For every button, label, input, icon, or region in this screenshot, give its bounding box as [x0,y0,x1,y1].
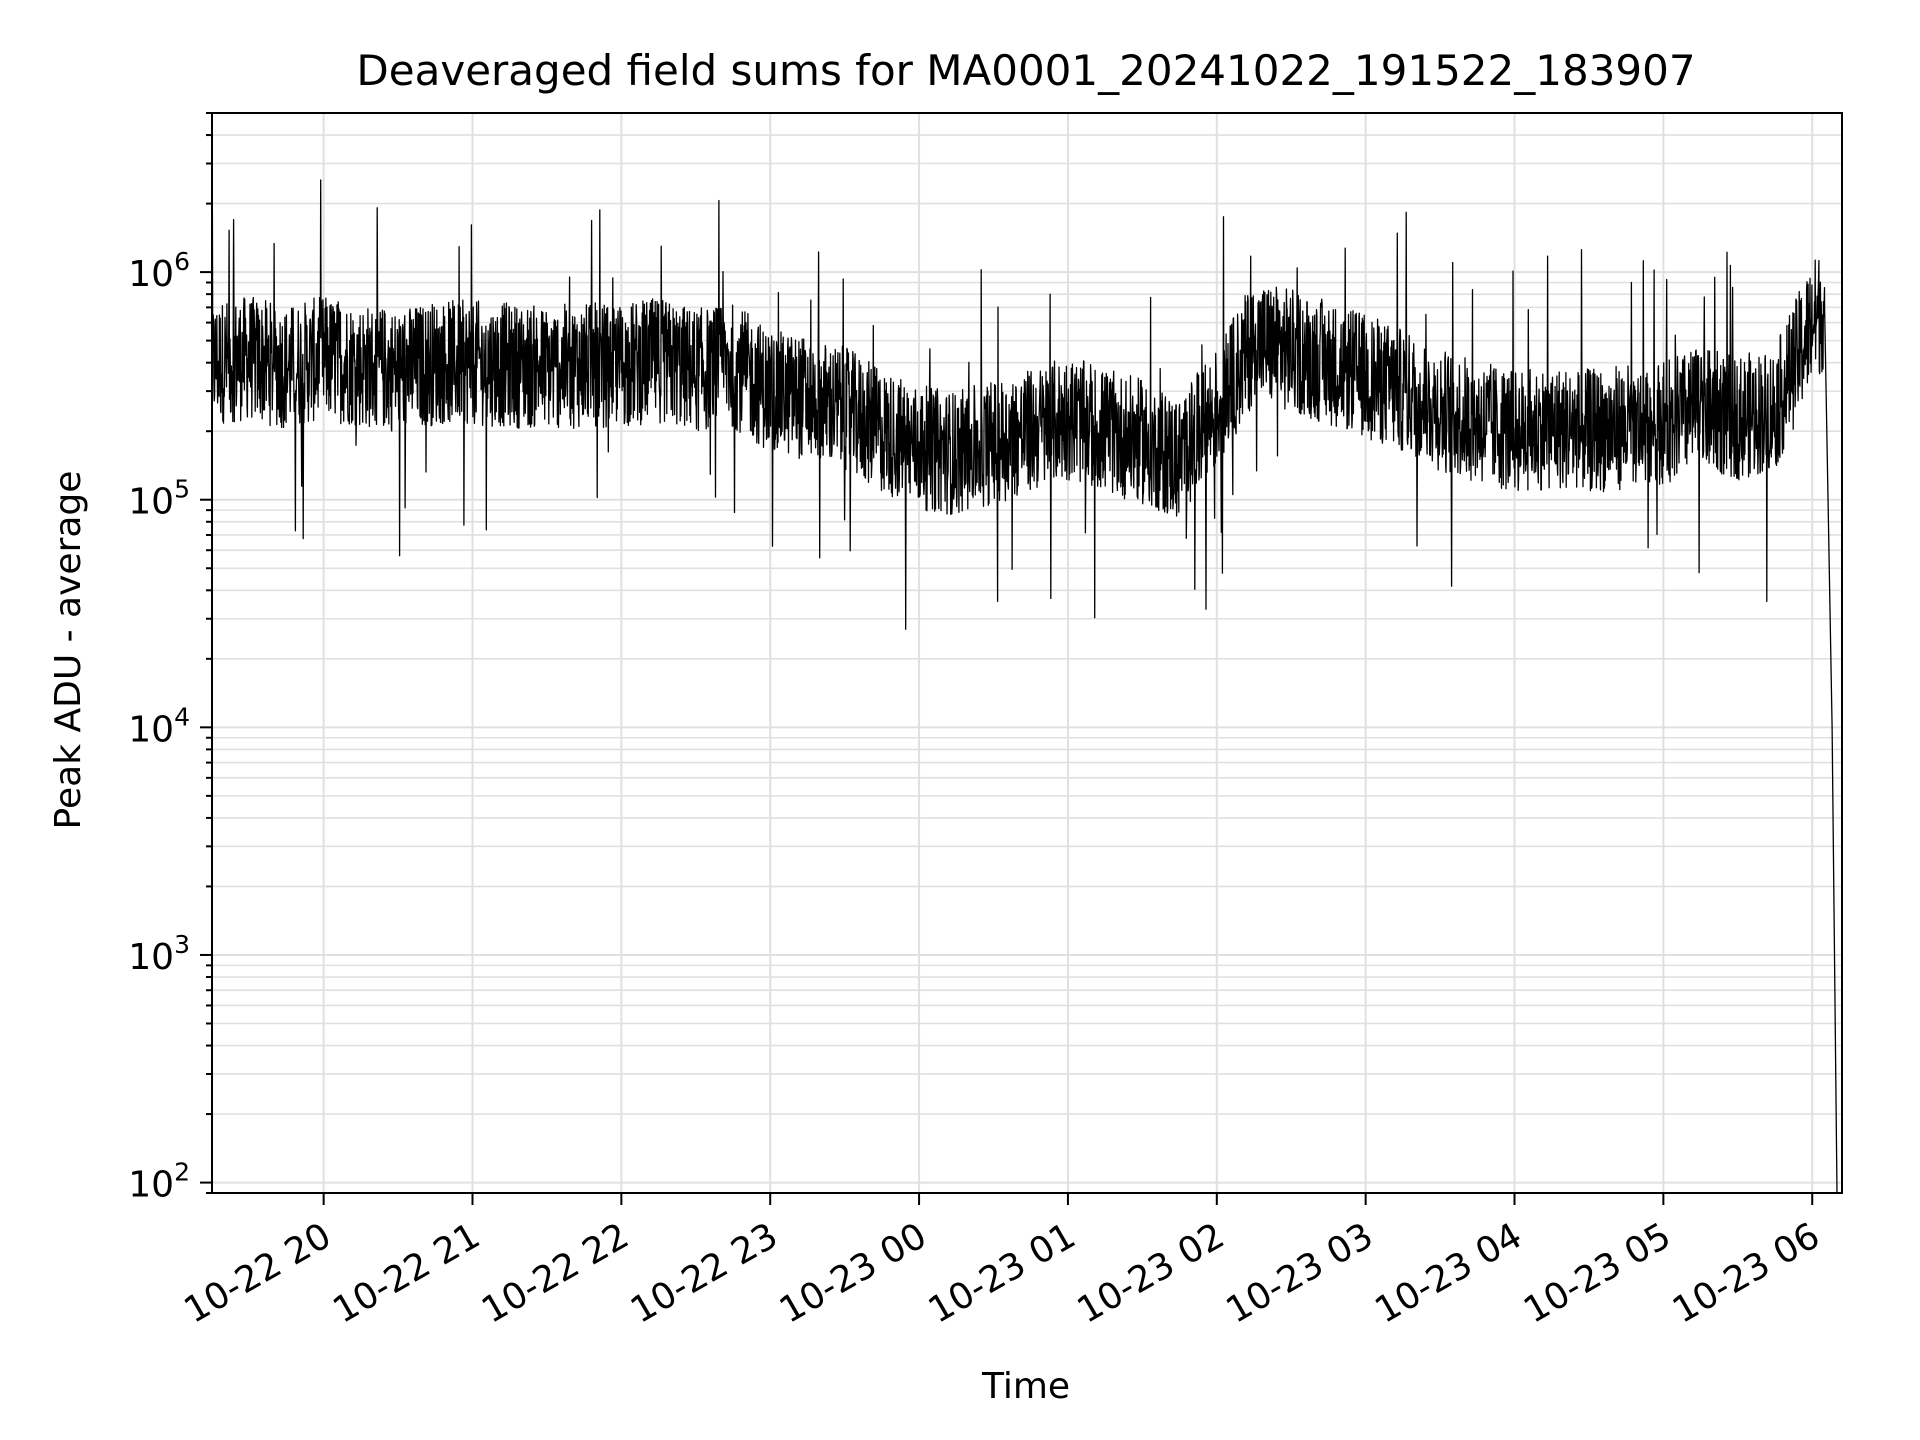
y-tick-label-base: 10 [128,1165,174,1206]
x-axis-label: Time [981,1366,1070,1407]
grid-lines [212,112,1842,1194]
data-layer [212,179,1838,1193]
y-tick-label-base: 10 [128,937,174,978]
y-tick-label-exponent: 6 [174,247,190,276]
y-axis-label: Peak ADU - average [48,471,89,830]
y-tick-label-exponent: 2 [174,1158,190,1187]
series-line [212,179,1838,1193]
y-tick-label-exponent: 5 [174,475,190,504]
y-tick-label-base: 10 [128,709,174,750]
y-tick-label-exponent: 4 [174,702,190,731]
y-tick-label: 102 [128,1158,190,1206]
y-tick-label: 104 [128,702,190,750]
plot-frame [211,112,1843,1194]
y-tick-label-base: 10 [128,254,174,295]
y-tick-label: 103 [128,930,190,978]
chart-title: Deaveraged field sums for MA0001_2024102… [356,46,1695,95]
y-tick-label-exponent: 3 [174,930,190,959]
y-tick-label-base: 10 [128,482,174,523]
y-tick-label: 106 [128,247,190,295]
y-tick-label: 105 [128,475,190,523]
